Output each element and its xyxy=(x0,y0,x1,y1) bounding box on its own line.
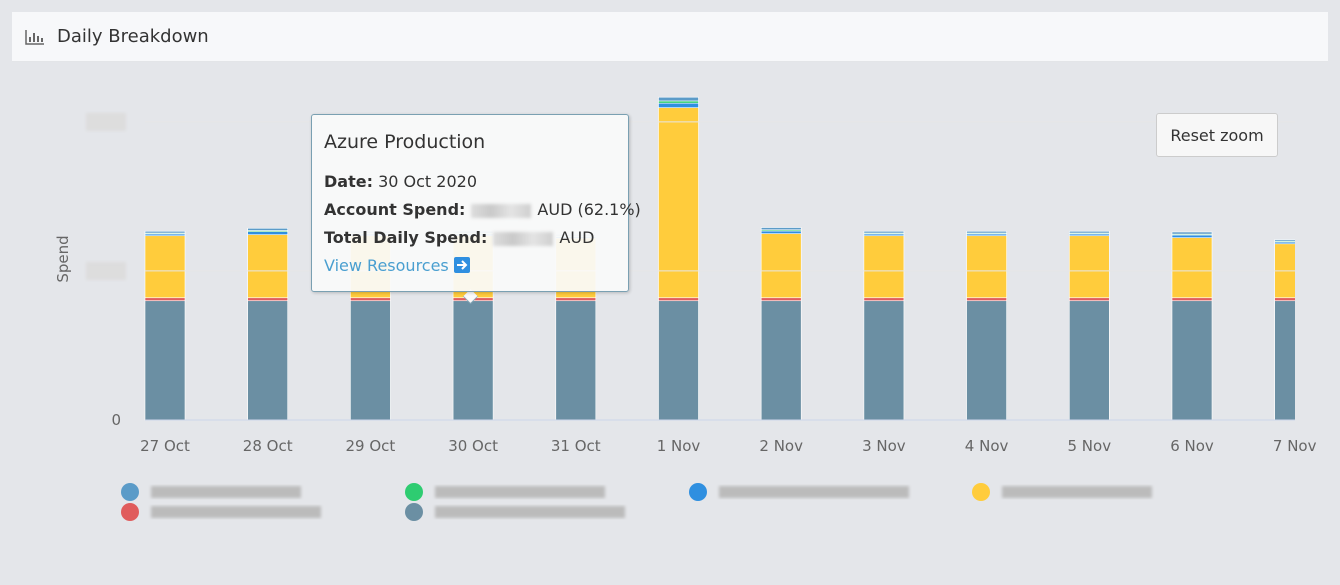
bar-segment xyxy=(247,300,288,421)
bar-segment xyxy=(658,297,699,302)
x-tick-label: 29 Oct xyxy=(346,437,396,455)
bar-segment xyxy=(658,300,699,421)
bar-segment xyxy=(555,300,597,421)
bar-segment xyxy=(658,102,699,108)
legend-marker xyxy=(972,483,990,501)
label: Account Spend: xyxy=(324,200,466,219)
x-tick-label: 27 Oct xyxy=(140,437,190,455)
bar-segment xyxy=(1069,300,1110,421)
tooltip-row: Date: 30 Oct 2020 xyxy=(324,172,477,191)
bar-segment xyxy=(1069,297,1110,302)
legend-label-redacted xyxy=(719,486,909,498)
bar-segment xyxy=(1171,234,1213,238)
x-tick-label: 1 Nov xyxy=(657,437,701,455)
x-tick-label: 4 Nov xyxy=(965,437,1009,455)
reset-zoom-button[interactable]: Reset zoom xyxy=(1156,113,1278,157)
bar-segment xyxy=(144,230,186,234)
x-tick-label: 2 Nov xyxy=(759,437,803,455)
bar-segment xyxy=(144,297,186,302)
label: Total Daily Spend: xyxy=(324,228,488,247)
x-tick-label: 3 Nov xyxy=(862,437,906,455)
bar-segment xyxy=(144,300,186,421)
view-resources-link[interactable]: View Resources xyxy=(324,256,449,275)
legend-marker xyxy=(405,483,423,501)
tooltip-row: Total Daily Spend: AUD xyxy=(324,228,594,247)
bar-segment xyxy=(1069,235,1110,299)
legend-label-redacted xyxy=(151,506,321,518)
x-tick-label: 30 Oct xyxy=(448,437,498,455)
bar-segment xyxy=(247,227,288,231)
y-tick-label: 0 xyxy=(111,411,121,429)
legend-label-redacted xyxy=(435,486,605,498)
bar-segment xyxy=(350,300,391,421)
bar-segment xyxy=(350,297,391,302)
value: AUD xyxy=(559,228,595,247)
bar-segment xyxy=(966,300,1007,421)
bar-segment xyxy=(1274,297,1295,302)
bar-segment xyxy=(1274,239,1295,242)
y-tick-label-redacted xyxy=(86,112,126,131)
bar-segment xyxy=(760,233,802,299)
bar-segment xyxy=(247,297,288,302)
bar-segment xyxy=(658,100,699,104)
redacted xyxy=(493,231,554,246)
legend-label-redacted xyxy=(435,506,625,518)
y-axis-title: Spend xyxy=(54,235,72,282)
bar-segment xyxy=(1069,230,1110,234)
legend-label-redacted xyxy=(151,486,301,498)
legend-marker xyxy=(121,503,139,521)
tooltip-title: Azure Production xyxy=(324,131,486,153)
legend-marker xyxy=(689,483,707,501)
bar-segment xyxy=(760,297,802,302)
x-tick-label: 28 Oct xyxy=(243,437,293,455)
bar-segment xyxy=(1171,231,1213,235)
x-tick-label: 7 Nov xyxy=(1273,437,1317,455)
bar-segment xyxy=(555,297,597,302)
label: Date: xyxy=(324,172,373,191)
bar-segment xyxy=(247,234,288,299)
bar-segment xyxy=(863,235,905,299)
legend-marker xyxy=(121,483,139,501)
card-title: Daily Breakdown xyxy=(57,26,209,47)
bar-segment xyxy=(966,235,1007,299)
bar-segment xyxy=(1171,300,1213,421)
value: 30 Oct 2020 xyxy=(378,172,477,191)
bar-segment xyxy=(760,230,802,234)
redacted xyxy=(471,203,532,218)
bar-segment xyxy=(966,297,1007,302)
legend-marker xyxy=(405,503,423,521)
bar-segment xyxy=(966,230,1007,234)
bar-segment xyxy=(1274,300,1295,421)
bar-segment xyxy=(863,300,905,421)
bar-segment xyxy=(1171,237,1213,299)
legend-label-redacted xyxy=(1002,486,1152,498)
x-tick-label: 31 Oct xyxy=(551,437,601,455)
bar-segment xyxy=(658,107,699,299)
bar-segment xyxy=(247,231,288,235)
bar-segment xyxy=(144,235,186,299)
bar-segment xyxy=(863,297,905,302)
chart-icon xyxy=(25,30,44,45)
y-tick-label-redacted xyxy=(86,261,126,280)
tooltip-row: Account Spend: AUD (62.1%) xyxy=(324,200,641,219)
tooltip: Azure Production Date: 30 Oct 2020 Accou… xyxy=(311,114,641,292)
arrow-icon xyxy=(453,257,470,273)
bar-segment xyxy=(760,300,802,421)
tooltip-row: View Resources xyxy=(324,256,470,275)
value: AUD (62.1%) xyxy=(537,200,641,219)
bar-segment xyxy=(760,227,802,231)
bar-segment xyxy=(863,230,905,234)
bar-segment xyxy=(452,300,494,421)
card-header: Daily Breakdown xyxy=(12,12,1328,62)
x-tick-label: 6 Nov xyxy=(1170,437,1214,455)
x-tick-label: 5 Nov xyxy=(1068,437,1112,455)
bar-segment xyxy=(1171,297,1213,302)
bar-segment xyxy=(658,96,699,102)
